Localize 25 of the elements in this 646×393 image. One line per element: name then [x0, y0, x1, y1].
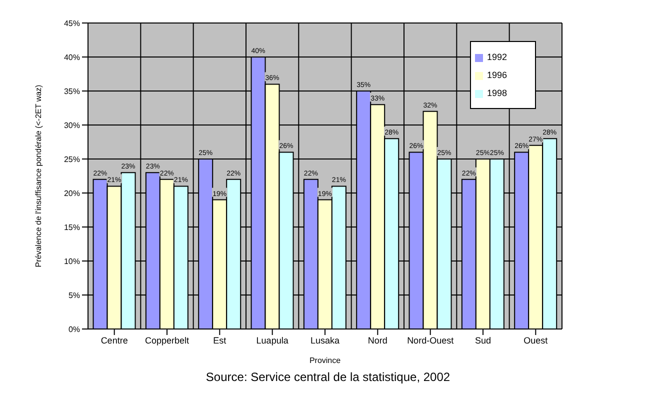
y-tick-label: 0%: [68, 324, 80, 334]
y-tick-label: 25%: [64, 154, 80, 164]
y-axis-title: Prévalence de l'insuffisance pondérale (<-2ET waz): [34, 84, 43, 268]
x-tick-label: Ouest: [524, 335, 548, 346]
y-tick-label: 5%: [68, 290, 80, 300]
y-tick-label: 10%: [64, 256, 80, 266]
x-axis-title: Province: [309, 356, 342, 365]
x-tick-label: Est: [213, 335, 227, 346]
x-tick-label: Sud: [474, 335, 492, 346]
source-note: Source: Service central de la statistique, 2002: [204, 370, 452, 384]
y-tick-label: 30%: [64, 120, 80, 130]
y-tick-label: 15%: [64, 222, 80, 232]
x-tick-label: Nord-Ouest: [407, 335, 454, 346]
x-tick-label: Luapula: [256, 335, 288, 346]
y-tick-label: 20%: [64, 188, 80, 198]
x-tick-label: Centre: [100, 335, 128, 346]
x-tick-label: Nord: [368, 335, 388, 346]
y-tick-label: 40%: [64, 52, 80, 62]
legend-label: 1996: [487, 70, 508, 80]
legend-label: 1998: [487, 88, 508, 98]
y-tick-label: 35%: [64, 86, 80, 96]
legend-label: 1992: [487, 52, 508, 62]
x-tick-label: Lusaka: [310, 335, 340, 346]
x-tick-label: Copperbelt: [144, 335, 190, 346]
y-tick-label: 45%: [64, 18, 80, 28]
